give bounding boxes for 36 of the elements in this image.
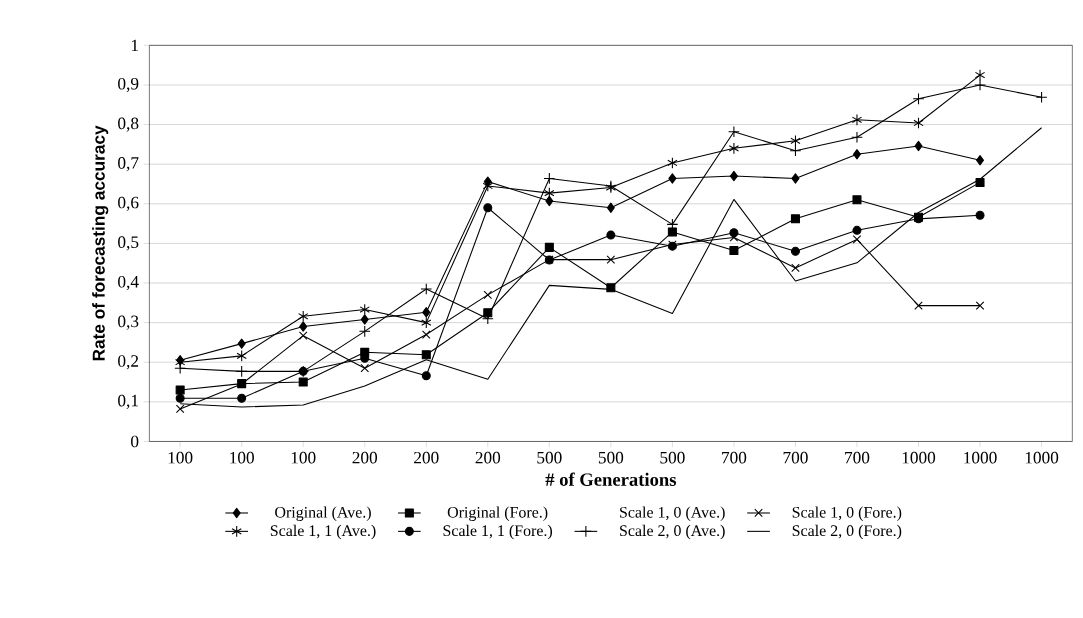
legend-label: Original (Ave.) [275, 506, 371, 522]
legend-label: Original (Fore.) [447, 506, 548, 522]
x-tick-label: 1000 [1025, 452, 1059, 464]
legend-label: Scale 2, 0 (Ave.) [620, 525, 725, 540]
x-tick-label: 700 [722, 452, 747, 464]
legend-label: Scale 1, 1 (Fore.) [443, 525, 553, 540]
y-tick-label: 0,4 [118, 276, 139, 291]
x-tick-label: 700 [845, 452, 870, 464]
legend-label: Scale 1, 0 (Ave.) [620, 506, 725, 522]
x-tick-label: 100 [230, 452, 254, 464]
x-tick-label: 500 [598, 452, 624, 464]
legend-label: Scale 1, 1 (Ave.) [270, 525, 376, 540]
x-tick-label: 100 [291, 452, 316, 464]
y-tick-label: 0,7 [118, 157, 139, 172]
legend-label: Scale 1, 0 (Fore.) [792, 506, 902, 522]
x-tick-label: 700 [783, 452, 808, 464]
x-tick-label: 200 [352, 452, 378, 464]
y-tick-label: 0,2 [118, 355, 139, 370]
x-axis-title: # of Generations [545, 472, 677, 487]
y-tick-label: 0,6 [118, 196, 139, 212]
y-tick-label: 0,3 [118, 315, 139, 330]
x-tick-label: 500 [660, 452, 685, 464]
x-tick-label: 1000 [964, 452, 997, 464]
legend-label: Scale 2, 0 (Fore.) [792, 525, 902, 540]
x-tick-label: 200 [414, 452, 439, 464]
x-tick-label: 500 [537, 452, 562, 464]
y-tick-label: 0,8 [118, 117, 139, 132]
y-tick-label: 0,1 [118, 395, 138, 410]
y-tick-label: 0,5 [118, 236, 139, 251]
y-tick-label: 0,9 [118, 78, 139, 93]
x-tick-label: 200 [475, 452, 501, 464]
y-tick-label: 0 [131, 435, 139, 448]
x-tick-label: 1000 [902, 452, 936, 464]
y-tick-label: 1 [131, 39, 138, 52]
x-tick-label: 100 [168, 452, 193, 464]
y-axis-title: Rate of forecasting accuracy [92, 125, 109, 361]
